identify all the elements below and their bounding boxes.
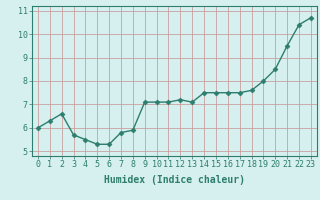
X-axis label: Humidex (Indice chaleur): Humidex (Indice chaleur)	[104, 175, 245, 185]
